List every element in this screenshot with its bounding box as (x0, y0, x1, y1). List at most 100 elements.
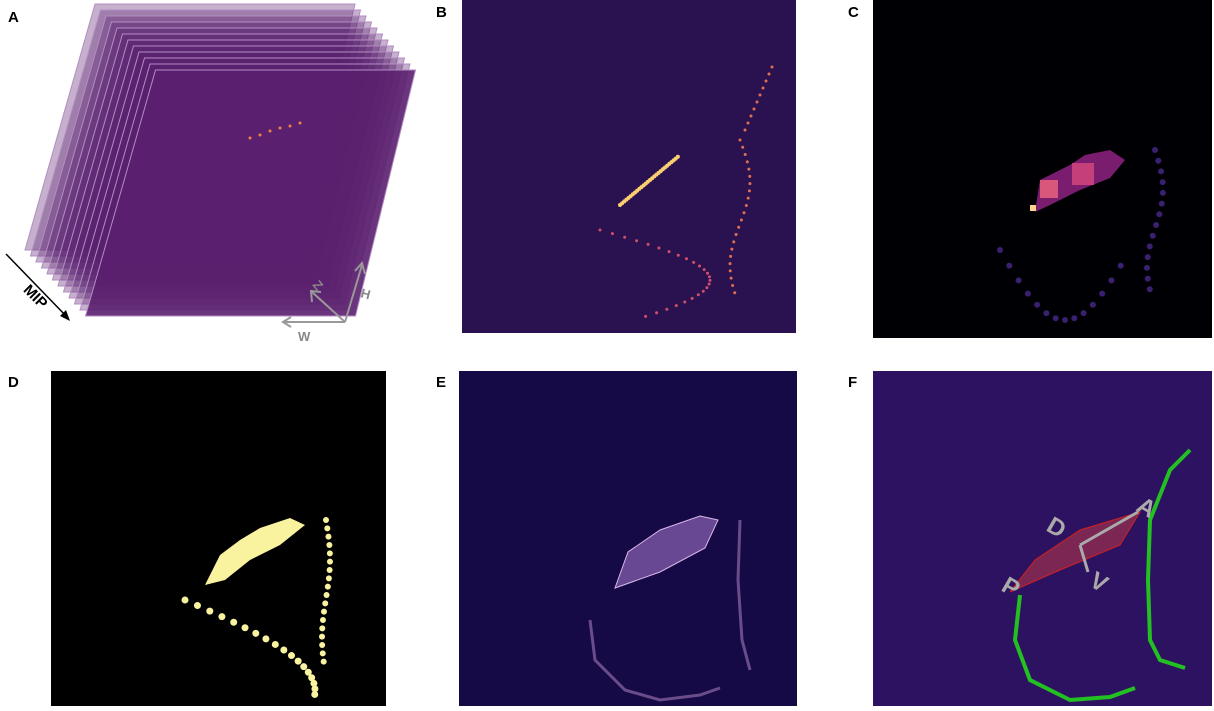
spot (743, 211, 746, 214)
spot (635, 239, 638, 242)
spot (1147, 243, 1153, 249)
spot (1160, 179, 1166, 185)
spot (677, 254, 680, 257)
panel-label: D (8, 374, 19, 391)
spot (747, 197, 750, 200)
spot (746, 160, 749, 163)
spot (299, 122, 302, 125)
spot (730, 248, 733, 251)
spot (182, 597, 189, 604)
spot (997, 247, 1003, 253)
spot (744, 129, 747, 132)
spot (320, 617, 326, 623)
spot (319, 625, 325, 631)
spot (326, 542, 332, 548)
spot (762, 87, 765, 90)
spot (753, 108, 756, 111)
spot (737, 226, 740, 229)
spot (692, 261, 695, 264)
spot (750, 115, 753, 118)
spot (242, 624, 249, 631)
spot (230, 619, 237, 626)
spot (729, 269, 732, 272)
spot (319, 634, 325, 640)
panel-label: F (848, 374, 857, 391)
panel-label: A (8, 9, 19, 26)
spot (683, 301, 686, 304)
spot (1062, 317, 1068, 323)
spot (249, 137, 252, 140)
spot (1081, 310, 1087, 316)
spot (325, 584, 331, 590)
spot (1090, 302, 1096, 308)
spot (218, 613, 225, 620)
spot (698, 265, 701, 268)
spot (322, 600, 328, 606)
spot (708, 275, 711, 278)
spot (321, 659, 327, 665)
spot (623, 236, 626, 239)
spot (676, 155, 680, 159)
spot (732, 240, 735, 243)
spot (675, 304, 678, 307)
spot (327, 559, 333, 565)
spot (1144, 265, 1150, 271)
spot (324, 525, 330, 531)
spot (326, 575, 332, 581)
spot (765, 80, 768, 83)
spot (708, 279, 711, 282)
spot (1150, 233, 1156, 239)
spot (1071, 315, 1077, 321)
spot (759, 94, 762, 97)
spot (731, 284, 734, 287)
spot (279, 127, 282, 130)
spot (745, 204, 748, 207)
spot (1118, 263, 1124, 269)
spot (702, 290, 705, 293)
spot (756, 101, 759, 104)
spot (288, 652, 295, 659)
spot (319, 642, 325, 648)
spot (1158, 168, 1164, 174)
spot (729, 255, 732, 258)
spot (744, 153, 747, 156)
spot (747, 168, 750, 171)
panel-label: E (436, 374, 446, 391)
spot (739, 139, 742, 142)
spot (300, 663, 307, 670)
spot (599, 229, 602, 232)
spot (706, 272, 709, 275)
spot (194, 602, 201, 609)
spot (748, 182, 751, 185)
spot (325, 534, 331, 540)
spot (1152, 147, 1158, 153)
spot (1145, 254, 1151, 260)
spot (321, 609, 327, 615)
spot (1159, 201, 1165, 207)
spot (1099, 291, 1105, 297)
spot (289, 125, 292, 128)
spot (705, 286, 708, 289)
spot (1153, 222, 1159, 228)
spot (747, 122, 750, 125)
spot (1006, 263, 1012, 269)
spot (703, 268, 706, 271)
spot (323, 517, 329, 523)
spot (708, 283, 711, 286)
spot (295, 658, 302, 665)
figure: MIP Z H W D A P V A B C D E F (0, 0, 1214, 711)
spot (311, 691, 318, 698)
panel-label: C (848, 4, 859, 21)
spot (1156, 211, 1162, 217)
spot (1155, 158, 1161, 164)
spot (748, 189, 751, 192)
image-d (51, 371, 386, 706)
spot (252, 630, 259, 637)
spot (740, 219, 743, 222)
spot (1016, 277, 1022, 283)
spot (327, 550, 333, 556)
image-b (462, 0, 796, 333)
spot (729, 262, 732, 265)
spot (665, 308, 668, 311)
spot (647, 243, 650, 246)
